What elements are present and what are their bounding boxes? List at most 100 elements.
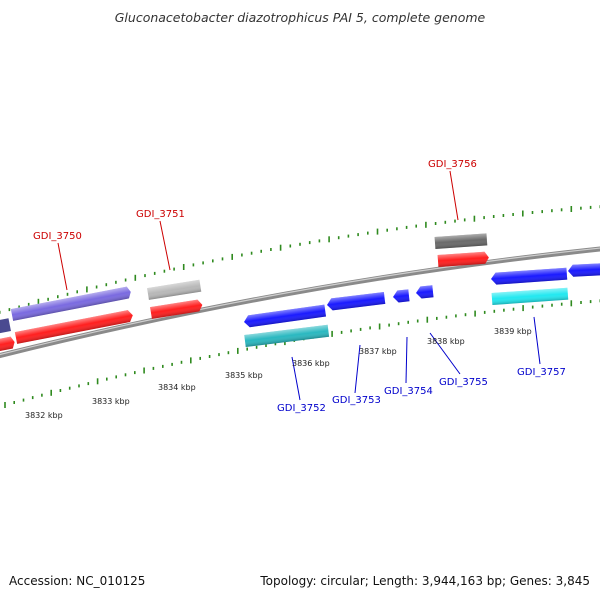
scale-label: 3839 kbp [494,327,532,336]
scale-tick-major [570,206,573,212]
gene-label-GDI_3756[interactable]: GDI_3756 [428,159,477,170]
scale-tick-minor [397,322,400,326]
gene-label-GDI_3752[interactable]: GDI_3752 [277,403,326,414]
gene-red-3[interactable] [150,299,203,319]
scale-tick-major [279,244,282,251]
gene-GDI_3750[interactable] [10,286,132,321]
gene-blue-right[interactable] [568,262,600,277]
scale-tick-minor [202,261,204,265]
gene-GDI_3754[interactable] [392,289,410,303]
scale-tick-minor [31,396,34,400]
scale-tick-minor [416,319,419,323]
scale-tick-minor [512,213,514,216]
scale-tick-major [328,236,330,243]
scale-tick-minor [369,326,371,330]
scale-tick-minor [531,305,534,309]
gene-label-GDI_3751[interactable]: GDI_3751 [136,209,185,220]
scale-tick-minor [115,280,117,284]
scale-tick-major [376,228,379,235]
gene-label-GDI_3755[interactable]: GDI_3755 [439,377,488,388]
scale-tick-minor [308,241,311,245]
gene-label-GDI_3753[interactable]: GDI_3753 [332,395,381,406]
gene-label-GDI_3754[interactable]: GDI_3754 [384,386,433,397]
genome-backbone-highlight [0,247,600,356]
scale-tick-minor [531,211,534,214]
scale-tick-minor [134,371,136,375]
scale-tick-minor [68,386,71,390]
scale-tick-minor [388,323,390,327]
scale-tick-minor [367,231,369,235]
scale-tick-minor [541,210,543,214]
scale-label: 3836 kbp [292,359,330,368]
scale-tick-minor [551,303,553,307]
scale-tick-minor [171,362,173,366]
scale-tick-minor [337,236,340,240]
scale-tick-major [134,274,137,281]
scale-tick-minor [212,259,214,263]
scale-tick-minor [589,205,592,209]
scale-tick-minor [246,347,248,351]
scale-tick-minor [444,220,447,224]
genome-backbone [0,246,600,359]
inner-scale-ring [4,299,600,408]
scale-label: 3833 kbp [92,397,130,406]
scale-tick-minor [503,308,505,312]
scale-tick-major [378,323,381,330]
scale-tick-minor [445,315,448,319]
scale-tick-minor [250,251,253,255]
scale-tick-minor [265,344,267,347]
scale-tick-minor [41,393,43,397]
gene-cyan-3757[interactable] [491,287,569,305]
scale-tick-minor [415,224,417,228]
scale-tick-minor [192,263,195,267]
gene-GDI_3751[interactable] [147,279,202,300]
scale-tick-minor [483,216,485,220]
scale-tick-minor [589,300,592,304]
gene-red-1[interactable] [0,336,16,352]
scale-tick-minor [493,309,496,313]
scale-tick-minor [221,257,224,261]
scale-tick-minor [95,285,98,289]
scale-label: 3835 kbp [225,371,263,380]
scale-tick-minor [78,384,80,388]
scale-tick-minor [8,308,11,312]
gene-GDI_3755[interactable] [415,285,434,299]
scale-tick-minor [318,239,321,243]
scale-tick-minor [13,401,15,404]
scale-tick-minor [434,222,437,225]
scale-tick-major [522,305,524,312]
scale-tick-minor [47,297,49,301]
scale-tick-minor [115,375,117,379]
scale-tick-minor [580,206,582,210]
scale-tick-minor [347,234,350,238]
gene-GDI_3753[interactable] [326,291,386,311]
scale-tick-minor [455,314,457,318]
scale-label: 3837 kbp [359,347,397,356]
gene-red-2[interactable] [14,309,134,344]
scale-label: 3838 kbp [427,337,465,346]
scale-tick-minor [18,305,20,309]
accession-text: Accession: NC_010125 [9,574,146,588]
genome-summary-text: Topology: circular; Length: 3,944,163 bp… [260,574,590,588]
scale-tick-minor [436,316,438,320]
scale-tick-minor [124,278,127,282]
scale-tick-minor [299,242,301,246]
gene-GDI_3752[interactable] [243,304,327,328]
scale-tick-minor [580,301,582,304]
gene-red-4[interactable] [437,251,490,267]
scale-tick-minor [464,313,467,317]
scale-tick-minor [260,249,262,253]
scale-tick-minor [59,389,62,392]
gene-GDI_3757[interactable] [491,267,568,285]
scale-tick-major [473,215,476,222]
outer-scale-ring [0,205,600,314]
gene-navy-left[interactable] [0,318,11,336]
scale-tick-major [37,298,40,305]
gene-label-GDI_3757[interactable]: GDI_3757 [517,367,566,378]
scale-tick-minor [512,307,515,311]
gene-GDI_3756[interactable] [434,233,488,249]
gene-label-GDI_3750[interactable]: GDI_3750 [33,231,82,242]
gene-teal-3752[interactable] [244,324,330,347]
scale-tick-minor [407,320,409,324]
scale-tick-major [425,221,427,228]
